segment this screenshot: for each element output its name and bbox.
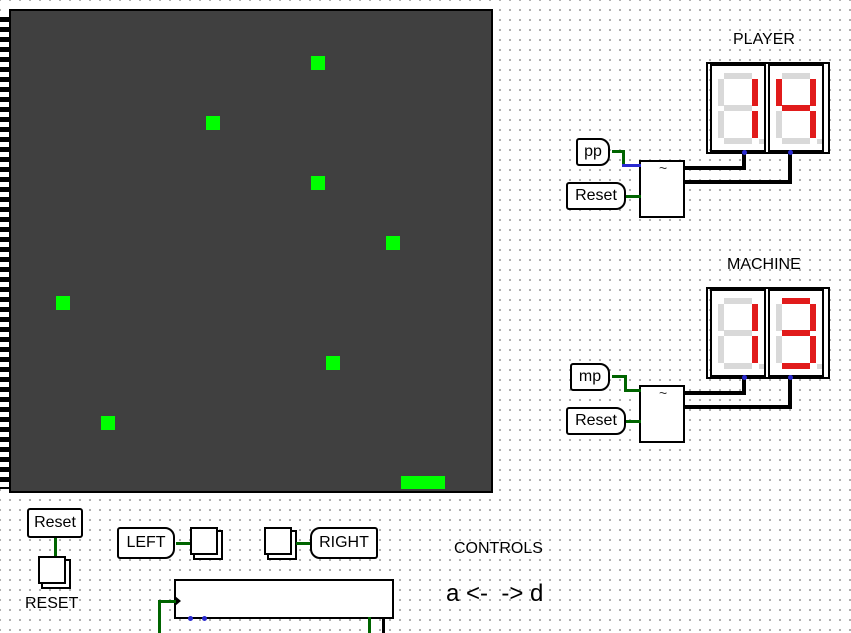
display-pins	[0, 17, 9, 489]
reset-button[interactable]	[38, 556, 66, 584]
decimal-point	[817, 364, 822, 369]
machine-score-title: MACHINE	[727, 256, 801, 273]
player-reset-input-pin[interactable]: Reset	[566, 182, 626, 210]
paddle	[401, 476, 445, 489]
machine-score-display	[706, 287, 830, 379]
ball-pixel	[326, 356, 340, 370]
segment-d	[782, 363, 810, 369]
shift-register	[174, 579, 394, 619]
segment-g	[724, 330, 752, 336]
segment-c	[752, 111, 758, 138]
reset-tunnel-tag: Reset	[27, 508, 83, 538]
decimal-point	[817, 139, 822, 144]
right-button[interactable]	[264, 527, 292, 555]
player-tens-digit	[710, 64, 766, 152]
segment-e	[776, 111, 782, 138]
segment-g	[782, 330, 810, 336]
machine-counter: ~	[639, 385, 685, 443]
segment-c	[810, 111, 816, 138]
segment-f	[718, 79, 724, 106]
pp-input-pin[interactable]: pp	[576, 138, 610, 166]
decimal-point	[759, 139, 764, 144]
player-counter: ~	[639, 160, 685, 218]
ball-pixel	[206, 116, 220, 130]
player-score-display	[706, 62, 830, 154]
segment-a	[782, 73, 810, 79]
segment-b	[810, 79, 816, 106]
segment-b	[752, 304, 758, 331]
segment-f	[776, 79, 782, 106]
segment-b	[752, 79, 758, 106]
segment-e	[718, 111, 724, 138]
segment-e	[776, 336, 782, 363]
segment-c	[752, 336, 758, 363]
clock-input-icon	[175, 596, 181, 606]
segment-c	[810, 336, 816, 363]
right-tunnel-tag: RIGHT	[310, 527, 378, 559]
segment-g	[782, 105, 810, 111]
player-ones-digit	[768, 64, 824, 152]
segment-f	[776, 304, 782, 331]
ball-pixel	[311, 56, 325, 70]
pixel-layer	[11, 11, 491, 491]
segment-a	[782, 298, 810, 304]
decimal-point	[759, 364, 764, 369]
segment-a	[724, 73, 752, 79]
counter-clock-symbol: ~	[659, 160, 668, 176]
segment-d	[724, 363, 752, 369]
segment-f	[718, 304, 724, 331]
controls-hint: a <- -> d	[446, 580, 544, 607]
ball-pixel	[311, 176, 325, 190]
counter-clock-symbol: ~	[659, 385, 668, 401]
controls-title: CONTROLS	[454, 540, 543, 557]
machine-ones-digit	[768, 289, 824, 377]
machine-tens-digit	[710, 289, 766, 377]
segment-g	[724, 105, 752, 111]
segment-e	[718, 336, 724, 363]
led-matrix-display	[9, 9, 493, 493]
player-score-title: PLAYER	[733, 31, 795, 48]
reset-button-label: RESET	[25, 595, 79, 612]
left-button[interactable]	[190, 527, 218, 555]
mp-input-pin[interactable]: mp	[570, 363, 610, 391]
machine-reset-input-pin[interactable]: Reset	[566, 407, 626, 435]
ball-pixel	[56, 296, 70, 310]
ball-pixel	[386, 236, 400, 250]
ball-pixel	[101, 416, 115, 430]
segment-b	[810, 304, 816, 331]
segment-d	[782, 138, 810, 144]
segment-d	[724, 138, 752, 144]
left-tunnel-tag: LEFT	[117, 527, 175, 559]
segment-a	[724, 298, 752, 304]
